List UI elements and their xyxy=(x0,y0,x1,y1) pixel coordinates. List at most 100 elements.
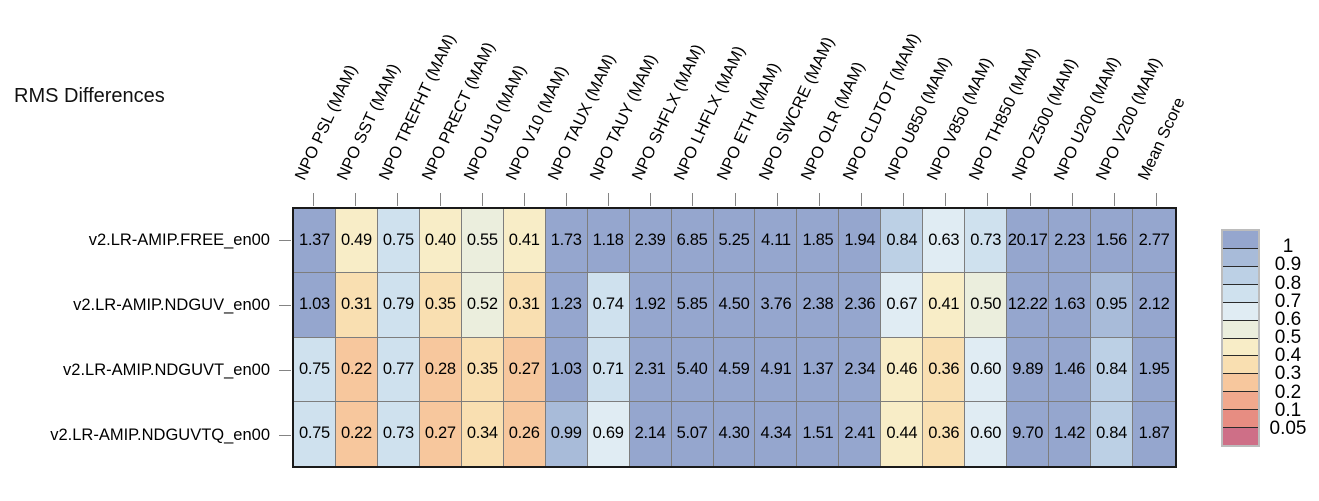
heatmap-cell: 1.03 xyxy=(545,337,588,402)
heatmap-cell: 5.85 xyxy=(671,273,714,338)
heatmap-cell: 1.03 xyxy=(294,273,336,338)
legend-color-block xyxy=(1223,265,1258,284)
heatmap-cell: 0.75 xyxy=(294,337,336,402)
legend-tick-label: 0.1 xyxy=(1274,399,1302,421)
heatmap-cell: 0.50 xyxy=(965,273,1008,338)
heatmap-cell: 1.18 xyxy=(587,209,630,274)
heatmap-cell: 4.91 xyxy=(755,337,798,402)
heatmap-cell: 0.99 xyxy=(545,401,588,466)
heatmap-cell: 0.36 xyxy=(923,337,966,402)
column-tick xyxy=(523,193,525,206)
heatmap-cell: 0.35 xyxy=(461,337,504,402)
column-tick xyxy=(313,193,315,206)
heatmap-cell: 0.63 xyxy=(923,209,966,274)
heatmap-cell: 4.50 xyxy=(713,273,756,338)
heatmap-cell: 1.92 xyxy=(629,273,672,338)
column-tick xyxy=(481,193,483,206)
heatmap-cell: 0.60 xyxy=(965,337,1008,402)
column-tick xyxy=(903,193,905,206)
column-tick xyxy=(608,193,610,206)
heatmap-cell: 0.60 xyxy=(965,401,1008,466)
heatmap-cell: 2.39 xyxy=(629,209,672,274)
heatmap-cell: 0.71 xyxy=(587,337,630,402)
column-tick xyxy=(945,193,947,206)
heatmap-cell: 0.31 xyxy=(503,273,546,338)
heatmap-cell: 0.73 xyxy=(377,401,420,466)
column-tick xyxy=(355,193,357,206)
heatmap-cell: 1.23 xyxy=(545,273,588,338)
heatmap-cell: 0.84 xyxy=(881,209,924,274)
heatmap-cell: 12.22 xyxy=(1007,273,1050,338)
heatmap-cell: 2.31 xyxy=(629,337,672,402)
column-header-label: NPO TREFHT (MAM) xyxy=(376,31,460,183)
heatmap-cell: 0.95 xyxy=(1091,273,1134,338)
figure-title: RMS Differences xyxy=(14,85,165,107)
column-tick xyxy=(987,193,989,206)
row-tick xyxy=(279,370,291,372)
legend-tick-label: 0.2 xyxy=(1274,381,1302,403)
heatmap-cell: 4.34 xyxy=(755,401,798,466)
heatmap-cell: 5.40 xyxy=(671,337,714,402)
heatmap-cell: 0.55 xyxy=(461,209,504,274)
legend-tick-label: 0.5 xyxy=(1274,327,1302,348)
heatmap-cell: 2.77 xyxy=(1133,209,1175,274)
heatmap-cell: 6.85 xyxy=(671,209,714,274)
heatmap-cell: 0.27 xyxy=(503,337,546,402)
heatmap-cell: 2.38 xyxy=(797,273,840,338)
legend-color-block xyxy=(1223,301,1258,320)
heatmap-cell: 1.37 xyxy=(294,209,336,274)
legend-color-block xyxy=(1223,355,1258,374)
legend-tick-label: 0.05 xyxy=(1269,417,1307,439)
legend-tick-label: 0.4 xyxy=(1274,345,1302,367)
heatmap-cell: 0.36 xyxy=(923,401,966,466)
column-tick xyxy=(818,193,820,206)
heatmap-cell: 4.59 xyxy=(713,337,756,402)
legend-tick-label: 0.7 xyxy=(1274,290,1302,312)
column-tick xyxy=(860,193,862,206)
heatmap-cell: 0.77 xyxy=(377,337,420,402)
legend-color-block xyxy=(1223,427,1258,446)
heatmap-cell: 1.56 xyxy=(1091,209,1134,274)
heatmap-cell: 4.30 xyxy=(713,401,756,466)
column-tick xyxy=(397,193,399,206)
legend-color-block xyxy=(1223,231,1258,248)
legend-color-block xyxy=(1223,319,1258,338)
heatmap-cell: 0.69 xyxy=(587,401,630,466)
heatmap-cell: 0.22 xyxy=(335,401,378,466)
legend-color-block xyxy=(1223,283,1258,302)
heatmap-cell: 0.52 xyxy=(461,273,504,338)
heatmap-cell: 1.95 xyxy=(1133,337,1175,402)
column-header-label: NPO CLDTOT (MAM) xyxy=(839,30,924,183)
column-tick xyxy=(439,193,441,206)
heatmap-cell: 1.37 xyxy=(797,337,840,402)
column-tick xyxy=(776,193,778,206)
heatmap-cell: 0.35 xyxy=(419,273,462,338)
legend-tick-label: 0.6 xyxy=(1274,308,1302,330)
legend-color-block xyxy=(1223,247,1258,266)
legend-colorbar xyxy=(1221,229,1260,447)
legend-tick-label: 0.9 xyxy=(1274,254,1302,276)
heatmap-cell: 1.85 xyxy=(797,209,840,274)
heatmap-cell: 1.42 xyxy=(1049,401,1092,466)
heatmap-cell: 2.14 xyxy=(629,401,672,466)
heatmap-cell: 0.75 xyxy=(294,401,336,466)
heatmap-cell: 0.44 xyxy=(881,401,924,466)
row-tick xyxy=(279,239,291,241)
heatmap-cell: 0.31 xyxy=(335,273,378,338)
heatmap-cell: 4.11 xyxy=(755,209,798,274)
heatmap-cell: 9.70 xyxy=(1007,401,1050,466)
heatmap-cell: 2.23 xyxy=(1049,209,1092,274)
heatmap-cell: 1.63 xyxy=(1049,273,1092,338)
heatmap-cell: 2.41 xyxy=(839,401,882,466)
heatmap-cell: 0.40 xyxy=(419,209,462,274)
column-tick xyxy=(1155,193,1157,206)
legend-color-block xyxy=(1223,409,1258,428)
heatmap-cell: 0.41 xyxy=(503,209,546,274)
row-label: v2.LR-AMIP.FREE_en00 xyxy=(88,230,270,249)
heatmap-cell: 5.07 xyxy=(671,401,714,466)
heatmap-cell: 0.49 xyxy=(335,209,378,274)
heatmap-cell: 1.73 xyxy=(545,209,588,274)
legend-tick-label: 0.8 xyxy=(1274,272,1302,294)
heatmap-cell: 1.94 xyxy=(839,209,882,274)
